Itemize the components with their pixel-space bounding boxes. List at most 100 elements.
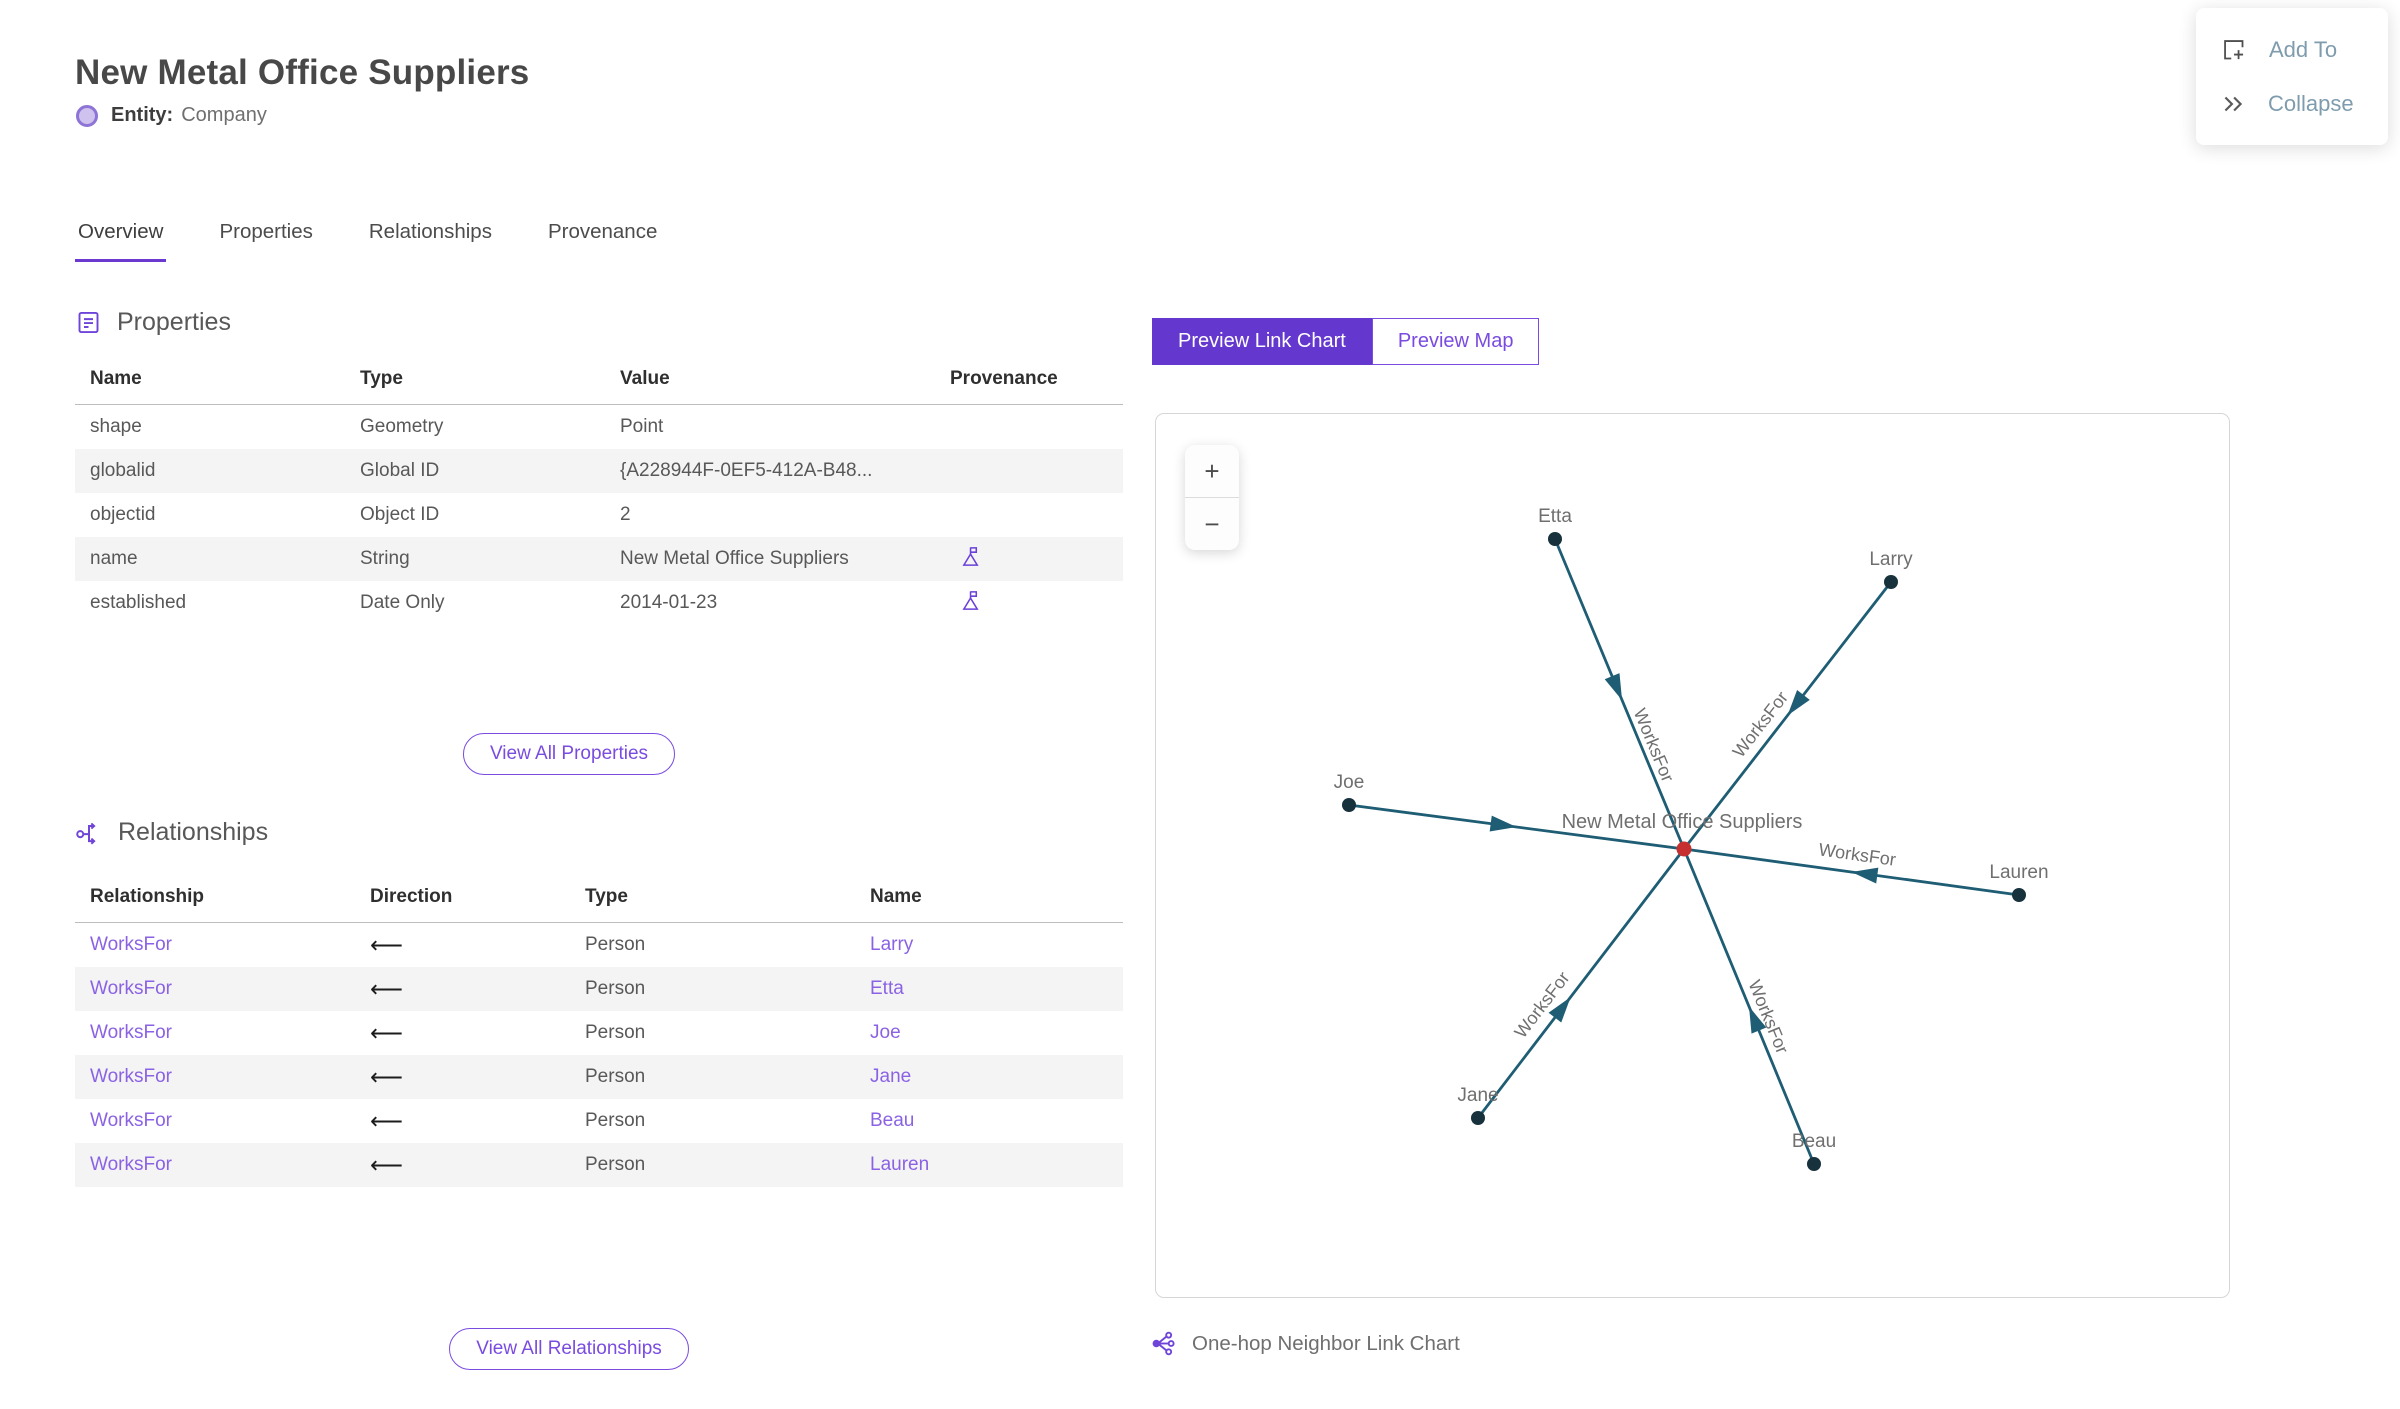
relationship-type-link[interactable]: WorksFor: [90, 1022, 172, 1043]
property-provenance: [935, 537, 1123, 581]
graph-node[interactable]: [1471, 1111, 1485, 1125]
entity-type-cell: Person: [585, 1154, 646, 1175]
tab-provenance[interactable]: Provenance: [547, 220, 658, 243]
entity-type-cell: Person: [585, 978, 646, 999]
graph-edge[interactable]: [1476, 848, 1686, 1119]
entity-type-dot: [76, 104, 98, 127]
graph-node-label: Lauren: [1989, 862, 2048, 883]
graph-center-node[interactable]: [1676, 841, 1692, 857]
column-header: Type: [345, 360, 605, 405]
relationship-row: WorksFor ⟵ Person Beau: [75, 1099, 1123, 1143]
relationship-cell: WorksFor: [75, 1055, 355, 1099]
zoom-control: + −: [1185, 445, 1239, 550]
related-entity-link[interactable]: Beau: [870, 1110, 915, 1131]
property-type: Global ID: [360, 460, 440, 481]
entity-label: Entity:: [111, 104, 174, 126]
relationships-section-title: Relationships: [118, 818, 269, 846]
tab-overview[interactable]: Overview: [75, 220, 167, 262]
graph-node[interactable]: [2012, 888, 2026, 902]
provenance-flag-icon[interactable]: [960, 589, 983, 612]
column-header: Provenance: [935, 360, 1123, 405]
direction-cell: ⟵: [355, 1055, 570, 1099]
property-type: Date Only: [360, 592, 445, 613]
zoom-in-button[interactable]: +: [1185, 445, 1239, 497]
add-to-button[interactable]: Add To: [2196, 22, 2388, 77]
properties-icon: [78, 311, 99, 334]
relationship-type-link[interactable]: WorksFor: [90, 1154, 172, 1175]
related-entity-link[interactable]: Lauren: [870, 1154, 930, 1175]
relationship-type-link[interactable]: WorksFor: [90, 1066, 172, 1087]
column-header: Type: [570, 878, 855, 923]
chart-caption-text: One-hop Neighbor Link Chart: [1192, 1331, 1460, 1355]
property-name: name: [90, 548, 138, 569]
graph-node-label: Beau: [1792, 1131, 1836, 1152]
direction-arrow: ⟵: [370, 1063, 403, 1090]
relationships-table: Relationship Direction Type Name WorksFor ⟵ Pe…: [75, 878, 1123, 1187]
relationship-type-link[interactable]: WorksFor: [90, 1110, 172, 1131]
provenance-flag-icon[interactable]: [960, 545, 983, 568]
direction-arrow: ⟵: [370, 1151, 403, 1178]
preview-map-button[interactable]: Preview Map: [1371, 318, 1540, 365]
graph-node-label: Larry: [1869, 549, 1913, 570]
graph-edge-arrow: [1604, 673, 1623, 701]
view-all-properties-button[interactable]: View All Properties: [462, 733, 676, 775]
property-value: Point: [620, 416, 664, 437]
related-entity-link[interactable]: Jane: [870, 1066, 912, 1087]
name-cell: Lauren: [855, 1143, 1123, 1187]
property-row: objectid Object ID 2: [75, 493, 1123, 537]
graph-node[interactable]: [1548, 532, 1562, 546]
direction-arrow: ⟵: [370, 975, 403, 1002]
relationship-row: WorksFor ⟵ Person Jane: [75, 1055, 1123, 1099]
entity-type-cell: Person: [585, 1066, 646, 1087]
property-type: Object ID: [360, 504, 440, 525]
relationship-type-link[interactable]: WorksFor: [90, 978, 172, 999]
graph-node[interactable]: [1884, 575, 1898, 589]
column-header: Value: [605, 360, 935, 405]
related-entity-link[interactable]: Etta: [870, 978, 904, 999]
graph-center-node-label: New Metal Office Suppliers: [1562, 811, 1803, 833]
property-type: String: [360, 548, 410, 569]
graph-node[interactable]: [1342, 798, 1356, 812]
preview-link-chart-button[interactable]: Preview Link Chart: [1152, 318, 1372, 365]
chart-caption: One-hop Neighbor Link Chart: [1150, 1330, 1460, 1357]
graph-node[interactable]: [1807, 1157, 1821, 1171]
entity-type-row: Entity: Company: [76, 104, 267, 127]
relationship-type-link[interactable]: WorksFor: [90, 934, 172, 955]
add-to-icon: [2224, 40, 2244, 60]
add-to-label: Add To: [2269, 36, 2338, 62]
name-cell: Etta: [855, 967, 1123, 1011]
name-cell: Beau: [855, 1099, 1123, 1143]
entity-type-cell: Person: [585, 1022, 646, 1043]
property-type: Geometry: [360, 416, 444, 437]
view-all-relationships-button[interactable]: View All Relationships: [449, 1328, 689, 1370]
property-value: New Metal Office Suppliers: [620, 548, 849, 569]
zoom-out-button[interactable]: −: [1185, 498, 1239, 550]
collapse-label: Collapse: [2268, 91, 2354, 116]
graph-edge-arrow: [1851, 867, 1879, 884]
related-entity-link[interactable]: Joe: [870, 1022, 901, 1043]
tab-properties[interactable]: Properties: [219, 220, 313, 243]
relationship-row: WorksFor ⟵ Person Joe: [75, 1011, 1123, 1055]
tab-bar: Overview Properties Relationships Provenanc…: [75, 220, 660, 262]
relationships-icon: [76, 822, 96, 844]
property-value: 2014-01-23: [620, 592, 718, 613]
property-provenance: [935, 581, 1123, 625]
related-entity-link[interactable]: Larry: [870, 934, 914, 955]
graph-edge-label: WorksFor: [1817, 839, 1897, 869]
relationships-section-header: Relationships: [75, 818, 268, 847]
property-provenance: [935, 449, 1123, 493]
table-header-row: Relationship Direction Type Name: [75, 878, 1123, 923]
name-cell: Joe: [855, 1011, 1123, 1055]
tab-relationships[interactable]: Relationships: [368, 220, 492, 243]
entity-type-cell: Person: [585, 934, 646, 955]
collapse-button[interactable]: Collapse: [2196, 77, 2388, 131]
relationship-cell: WorksFor: [75, 1011, 355, 1055]
direction-cell: ⟵: [355, 1011, 570, 1055]
direction-cell: ⟵: [355, 967, 570, 1011]
graph-node-label: Jane: [1457, 1085, 1498, 1106]
collapse-chevrons-icon: [2224, 96, 2243, 112]
property-name: shape: [90, 416, 142, 437]
table-header-row: Name Type Value Provenance: [75, 360, 1123, 405]
direction-cell: ⟵: [355, 1143, 570, 1187]
